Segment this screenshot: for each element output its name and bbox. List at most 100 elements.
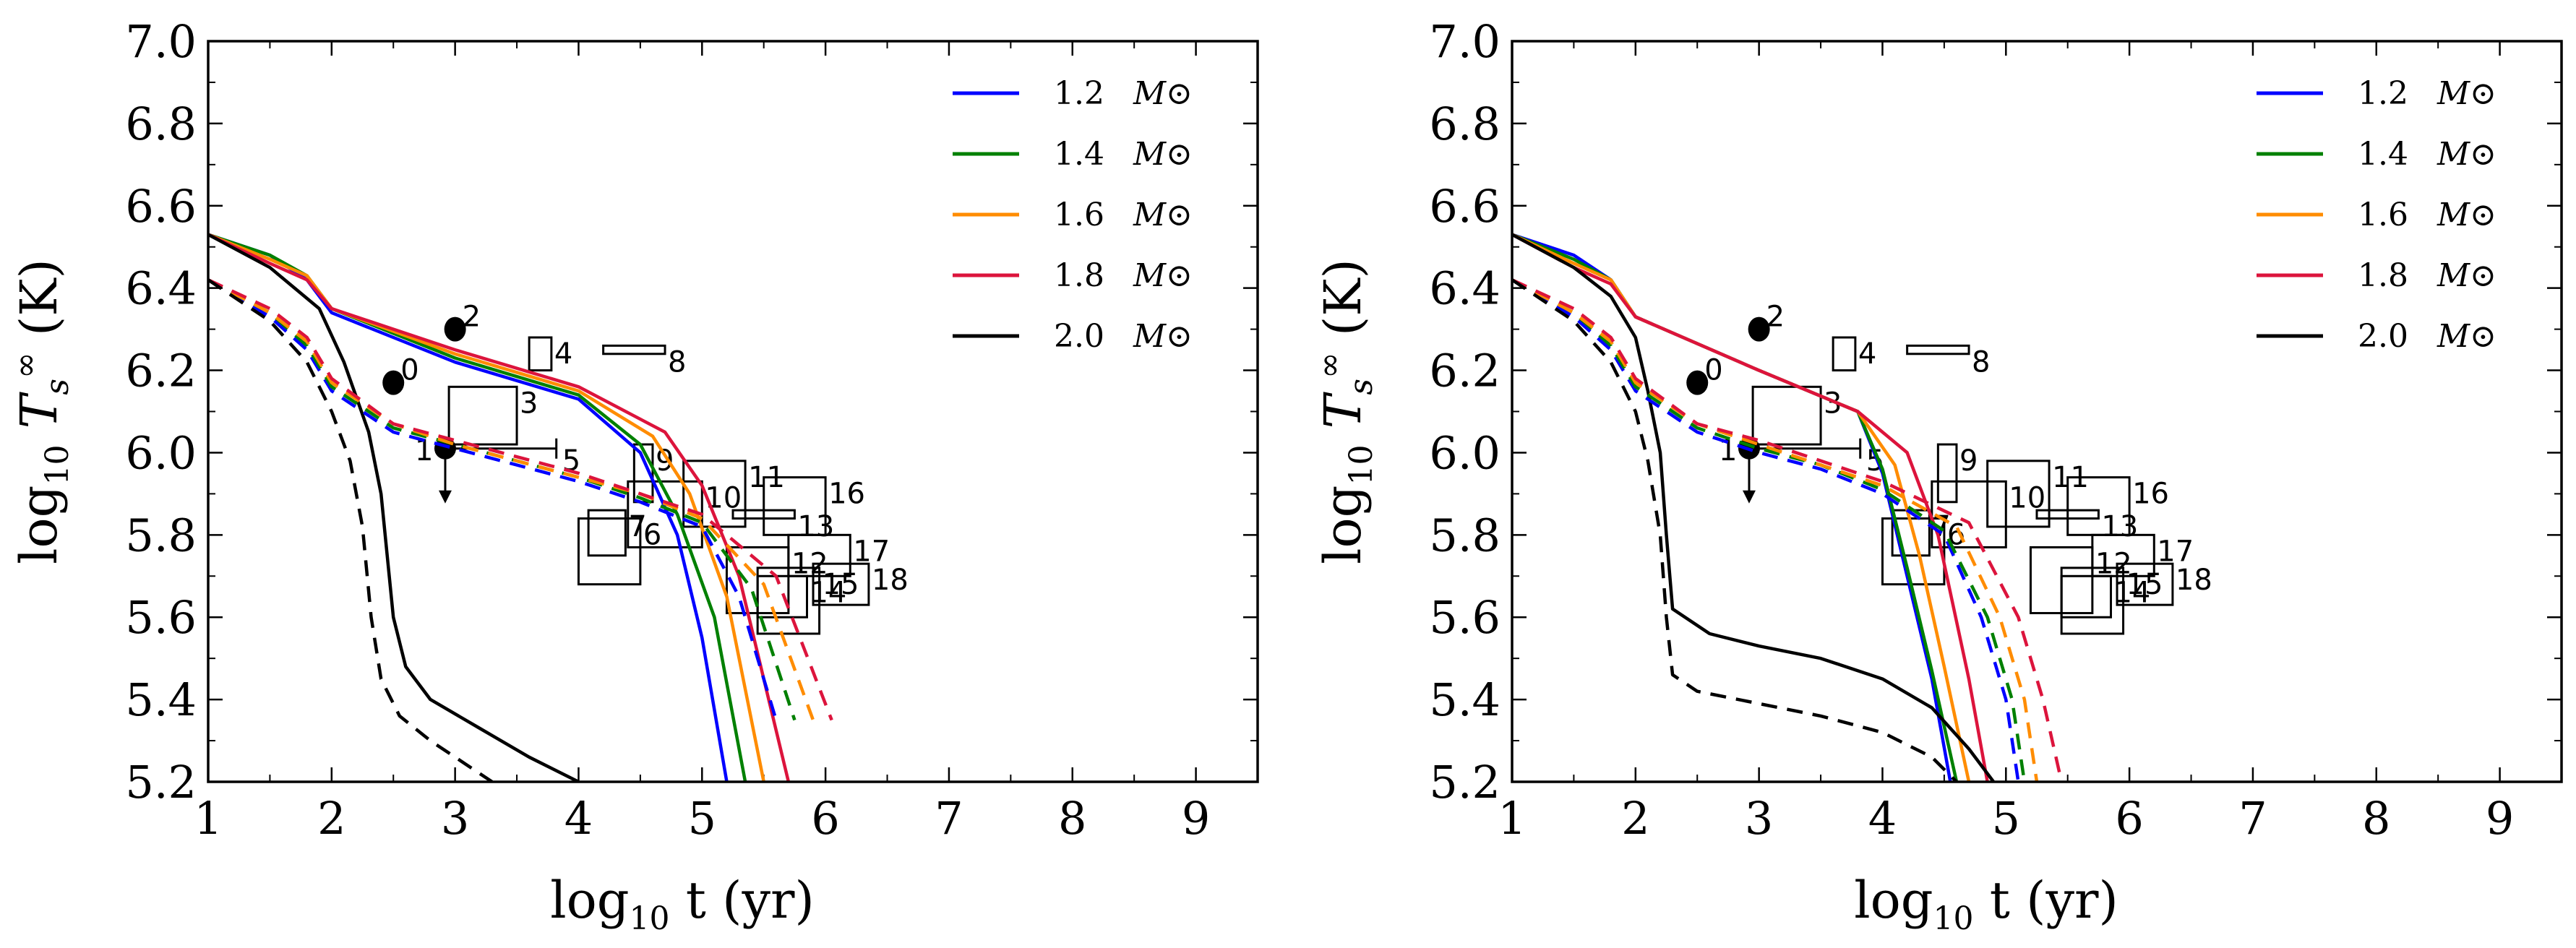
source-label: 7	[628, 510, 646, 543]
right-cooling-plot: log10 t (yr)log10 Ts∞ (K)1 2 3 4 5 6 7 8 95.25.4…	[1311, 15, 2563, 937]
y-tick-label: 6.2	[1429, 345, 1500, 397]
y-tick-label: 7.0	[125, 15, 197, 68]
y-axis-label: log10 Ts∞ (K)	[7, 259, 76, 564]
legend: 1.2 M⊙ 1.4 M⊙ 1.6 M⊙ 1.8 M⊙ 2.0 M⊙	[953, 75, 1193, 355]
source-label: 15	[823, 568, 859, 601]
source-label: 4	[1858, 337, 1876, 371]
legend-unit: M⊙	[1133, 318, 1193, 355]
dashed-curve	[1512, 278, 2064, 782]
x-label-log: log	[550, 871, 629, 930]
legend-unit: M⊙	[2437, 75, 2496, 112]
source-label: 16	[828, 478, 865, 511]
legend-unit: M⊙	[2437, 197, 2496, 233]
x-tick-label: 1	[194, 792, 222, 845]
source-label: 17	[853, 535, 890, 568]
legend-unit: M⊙	[2437, 257, 2496, 294]
source-box	[1906, 344, 1970, 356]
x-label-rest: t (yr)	[670, 871, 815, 930]
source-box	[528, 336, 553, 372]
source-box	[602, 344, 666, 356]
source-label: 0	[400, 354, 418, 387]
x-tick-label: 2	[1621, 792, 1649, 845]
x-tick-label: 4	[564, 792, 593, 845]
source-label: 14	[2113, 576, 2150, 609]
y-tick-label: 6.6	[125, 180, 197, 233]
legend-unit: M⊙	[1133, 75, 1193, 112]
left-cooling-plot: log10 t (yr)log10 Ts∞ (K)1 2 3 4 5 6 7 8 95.25.4…	[7, 15, 1259, 937]
upper-limit-arrow	[438, 490, 452, 504]
source-label: 9	[656, 444, 674, 478]
source-box	[1881, 517, 1946, 586]
y-tick-label: 6.2	[125, 345, 197, 397]
x-label-log: log	[1854, 871, 1933, 930]
y-label-unit: (K)	[9, 259, 69, 352]
x-label-sub: 10	[630, 900, 670, 937]
source-label: 18	[2176, 564, 2212, 597]
solid-curve	[208, 233, 765, 782]
legend-value: 1.8	[2358, 257, 2408, 294]
source-box	[1986, 460, 2051, 528]
legend-value: 1.2	[1054, 75, 1104, 112]
source-box	[756, 574, 808, 619]
y-tick-label: 7.0	[1429, 15, 1500, 68]
y-label-s: s	[39, 379, 76, 395]
y-tick-label: 6.6	[1429, 180, 1500, 233]
cooling-curves	[1512, 233, 2064, 782]
x-tick-label: 3	[441, 792, 469, 845]
y-label-sub: 10	[39, 445, 76, 486]
source-label: 15	[2126, 568, 2163, 601]
y-tick-label: 6.4	[1429, 262, 1500, 315]
legend-unit: M⊙	[1133, 197, 1193, 233]
x-label-rest: t (yr)	[1974, 871, 2118, 930]
source-label: 6	[643, 519, 661, 552]
solid-curve	[1512, 233, 1989, 782]
x-tick-label: 8	[1058, 792, 1086, 845]
x-axis-label: log10 t (yr)	[550, 871, 815, 937]
y-label-unit: (K)	[1313, 259, 1373, 352]
source-label: 18	[872, 564, 909, 597]
legend: 1.2 M⊙ 1.4 M⊙ 1.6 M⊙ 1.8 M⊙ 2.0 M⊙	[2257, 75, 2496, 355]
source-label: 4	[554, 337, 572, 371]
source-label: 8	[668, 345, 686, 379]
legend-unit: M⊙	[2437, 318, 2496, 355]
legend-value: 2.0	[2358, 318, 2408, 355]
y-tick-label: 5.6	[125, 591, 197, 644]
source-label: 16	[2132, 478, 2169, 511]
y-tick-label: 5.8	[125, 509, 197, 561]
solid-curve	[208, 233, 580, 782]
dashed-curve	[208, 278, 494, 782]
source-box	[2060, 574, 2112, 619]
y-tick-label: 6.8	[125, 98, 197, 150]
source-label: 10	[2009, 481, 2045, 514]
x-tick-label: 7	[935, 792, 963, 845]
y-tick-label: 6.4	[125, 262, 197, 315]
source-box	[587, 509, 627, 557]
source-label: 14	[810, 576, 846, 609]
legend-value: 1.8	[1054, 257, 1104, 294]
y-tick-label: 5.2	[125, 756, 197, 809]
cooling-curves	[208, 233, 833, 782]
solid-curve	[1512, 233, 1952, 782]
plot-frame	[1511, 40, 2563, 783]
x-tick-label: 4	[1868, 792, 1897, 845]
source-box	[1936, 443, 1958, 504]
x-tick-label: 5	[1992, 792, 2020, 845]
x-tick-label: 9	[1182, 792, 1210, 845]
source-box	[2091, 533, 2155, 577]
legend-value: 1.6	[1054, 197, 1104, 233]
source-point	[444, 316, 466, 342]
legend-value: 1.4	[1054, 136, 1104, 173]
y-label-log: log	[9, 486, 69, 564]
source-label: 9	[1959, 444, 1978, 478]
dashed-curve	[208, 278, 778, 721]
legend-unit: M⊙	[1133, 136, 1193, 173]
plot-frame	[207, 40, 1259, 783]
legend-unit: M⊙	[1133, 257, 1193, 294]
source-label: 13	[2101, 510, 2138, 543]
source-box	[1832, 336, 1857, 372]
dashed-curve	[1512, 278, 1958, 782]
upper-limit-arrow	[1742, 490, 1756, 504]
